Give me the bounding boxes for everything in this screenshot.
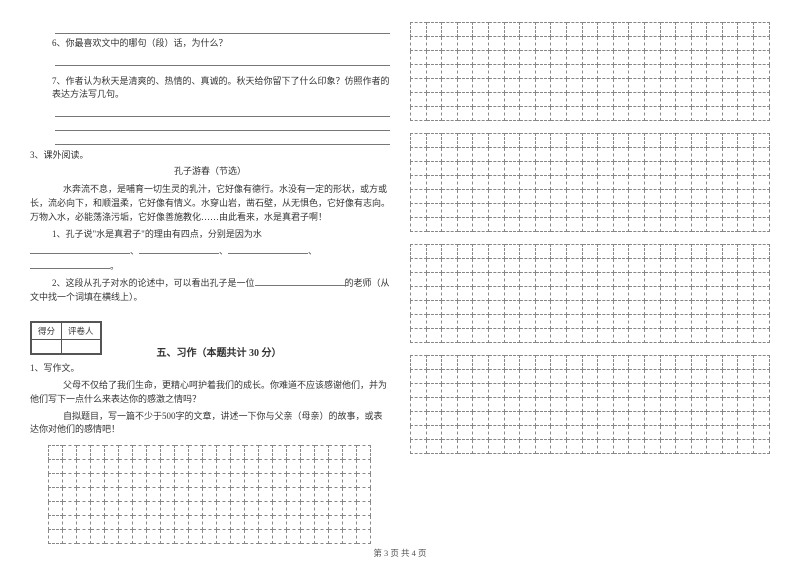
writing-1-body1: 父母不仅给了我们生命，更精心呵护着我们的成长。你难道不应该感谢他们，并为他们写下… [30,379,390,407]
reading-3-q2: 2、这段从孔子对水的论述中，可以看出孔子是一位的老师（从文中找一个词填在横线上）… [30,276,390,304]
score-header-1: 得分 [32,323,62,340]
blank-line [55,22,390,34]
page-footer: 第 3 页 共 4 页 [0,547,800,559]
period: 。 [110,261,119,271]
writing-grid-left [48,445,390,544]
reading-3-title: 3、课外阅读。 [30,149,390,163]
question-6: 6、你最喜欢文中的哪句（段）话，为什么？ [52,37,390,51]
blank-line [55,54,390,66]
section-5-header: 得分 评卷人 五、习作（本题共计 30 分） [30,313,390,359]
reading-3-q1: 1、孔子说"水是真君子"的理由有四点，分别是因为水 [30,228,390,242]
writing-grid-right [410,244,770,343]
reading-3-q1-text: 1、孔子说"水是真君子"的理由有四点，分别是因为水 [52,229,262,239]
writing-grid-right [410,22,770,121]
question-7-text: 7、作者认为秋天是清爽的、热情的、真诚的。秋天给你留下了什么印象？仿照作者的表达… [52,76,390,100]
blank-line [55,133,390,145]
section-5-title: 五、习作（本题共计 30 分） [157,344,282,359]
blank-line [55,105,390,117]
writing-1-body2: 自拟题目，写一篇不少于500字的文章，讲述一下你与父亲（母亲）的故事，或表达你对… [30,410,390,438]
score-table: 得分 评卷人 [30,321,102,355]
reading-3-body: 水奔流不息，是哺育一切生灵的乳汁，它好像有德行。水没有一定的形状，或方或长，流必… [30,182,390,225]
question-7: 7、作者认为秋天是清爽的、热情的、真诚的。秋天给你留下了什么印象？仿照作者的表达… [52,75,390,102]
writing-grid-right [410,355,770,454]
writing-1-title: 1、写作文。 [30,362,390,376]
blank-line [55,119,390,131]
right-column [410,20,770,530]
reading-3-q2-a: 2、这段从孔子对水的论述中，可以看出孔子是一位 [52,278,255,288]
reading-3-subtitle: 孔子游春（节选） [30,165,390,179]
score-header-2: 评卷人 [62,323,101,340]
reading-3-q1-blank-row: 、、、。 [30,244,390,273]
writing-grid-right [410,133,770,232]
left-column: 6、你最喜欢文中的哪句（段）话，为什么？ 7、作者认为秋天是清爽的、热情的、真诚… [30,20,395,530]
